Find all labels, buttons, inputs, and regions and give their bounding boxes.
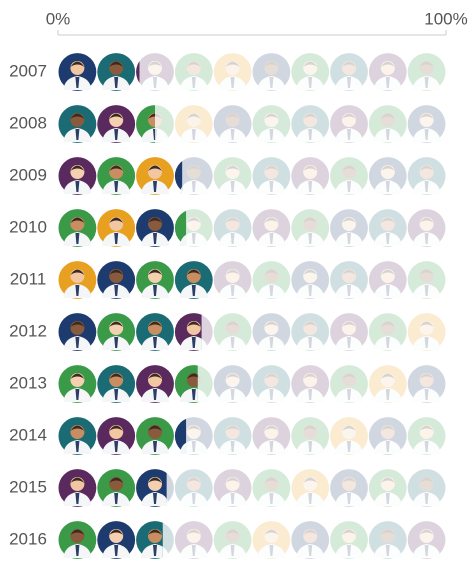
y-tick-label: 2010 — [9, 217, 47, 236]
y-tick-label: 2008 — [9, 113, 47, 132]
y-tick-label: 2009 — [9, 165, 47, 184]
y-tick-label: 2012 — [9, 321, 47, 340]
y-tick-label: 2013 — [9, 373, 47, 392]
y-tick-label: 2011 — [10, 269, 47, 288]
y-tick-label: 2016 — [9, 529, 47, 548]
x-tick-label: 0% — [46, 9, 71, 28]
y-tick-label: 2014 — [9, 425, 47, 444]
x-tick-label: 100% — [424, 9, 467, 28]
y-tick-label: 2007 — [9, 61, 47, 80]
chart: 0% 100% 2007 2008 2009 2010 2011 2012 2013 2014 20… — [0, 0, 470, 563]
y-tick-label: 2015 — [9, 477, 47, 496]
